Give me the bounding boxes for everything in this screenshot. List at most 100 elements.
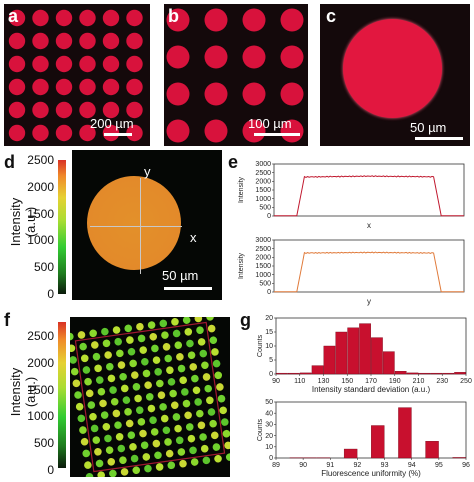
array-spot [140, 441, 149, 450]
array-spot [210, 431, 219, 440]
array-spot [186, 339, 195, 348]
array-spot [125, 419, 134, 428]
panel-f-image [70, 317, 230, 477]
array-spot [166, 366, 175, 375]
histogram-bar [344, 449, 357, 458]
y-tick-label: 50 [265, 399, 273, 406]
array-spot [214, 454, 223, 463]
histogram-bar [431, 373, 442, 374]
array-spot [196, 326, 205, 335]
y-tick-label: 20 [265, 433, 273, 440]
array-spot [99, 399, 108, 408]
array-spot [91, 341, 100, 350]
array-spot [182, 399, 191, 408]
colorbar-tick-label: 2000 [27, 356, 54, 370]
array-spot [142, 369, 151, 378]
array-spot [70, 344, 76, 353]
plot-frame [274, 240, 464, 292]
array-spot [214, 371, 223, 380]
array-spot [189, 446, 198, 455]
profile-line [274, 252, 464, 292]
histogram-bar [371, 426, 384, 458]
array-spot [159, 319, 168, 328]
array-spot [159, 403, 168, 412]
y-tick-label: 1000 [255, 272, 271, 279]
array-spot [174, 341, 183, 350]
x-tick-label: 210 [413, 378, 425, 385]
array-spot [74, 391, 83, 400]
y-axis-label: Counts [257, 334, 264, 357]
x-tick-label: 230 [436, 378, 448, 385]
colorbar-tick-label: 1500 [27, 383, 54, 397]
array-spot [80, 354, 89, 363]
x-tick-label: 91 [326, 462, 334, 469]
array-spot [224, 441, 230, 450]
array-spot [243, 9, 266, 32]
histogram-bar [348, 328, 359, 374]
array-spot [120, 468, 129, 477]
array-spot [147, 321, 156, 330]
y-tick-label: 15 [265, 329, 273, 336]
histogram-bar [443, 373, 454, 374]
array-spot [149, 416, 158, 425]
colorbar-tick-label: 2500 [27, 153, 54, 167]
array-spot [184, 328, 193, 337]
array-spot [32, 33, 48, 49]
array-spot [190, 458, 199, 467]
array-spot [164, 354, 173, 363]
plot-frame [274, 164, 464, 216]
histogram-bar [419, 373, 430, 374]
array-spot [177, 364, 186, 373]
array-spot [187, 434, 196, 443]
y-tick-label: 0 [267, 213, 271, 220]
array-spot [149, 332, 158, 341]
array-spot [97, 387, 106, 396]
array-spot [167, 83, 190, 106]
panel-c-large-spot [343, 19, 442, 118]
x-tick-label: 90 [299, 462, 307, 469]
panel-a: a 200 µm [4, 4, 150, 146]
y-tick-label: 10 [265, 444, 273, 451]
array-spot [141, 357, 150, 366]
array-spot [70, 367, 79, 376]
array-spot [130, 454, 139, 463]
array-spot [92, 352, 101, 361]
panel-d-image: y x 50 µm [72, 150, 222, 300]
array-spot [184, 411, 193, 420]
y-tick-label: 20 [265, 315, 273, 322]
array-spot [139, 346, 148, 355]
x-axis-label: Intensity standard deviation (a.u.) [312, 385, 431, 394]
array-spot [79, 426, 88, 435]
array-spot [162, 426, 171, 435]
array-spot [79, 79, 95, 95]
x-tick-label: 96 [462, 462, 470, 469]
array-spot [103, 79, 119, 95]
colorbar-tick-label: 1500 [27, 207, 54, 221]
array-spot [32, 56, 48, 72]
array-spot [154, 368, 163, 377]
x-tick-label: 190 [389, 378, 401, 385]
y-tick-label: 30 [265, 422, 273, 429]
array-spot [200, 444, 209, 453]
array-spot [185, 423, 194, 432]
x-tick-label: 170 [365, 378, 377, 385]
array-spot [152, 356, 161, 365]
array-spot [103, 33, 119, 49]
array-spot [139, 429, 148, 438]
array-spot [70, 332, 74, 341]
array-spot [243, 83, 266, 106]
array-spot [164, 438, 173, 447]
array-spot [126, 10, 142, 26]
array-spot [109, 386, 118, 395]
histogram-bar [276, 373, 287, 374]
array-spot [222, 429, 230, 438]
array-spot [129, 443, 138, 452]
array-spot [106, 362, 115, 371]
array-spot [32, 102, 48, 118]
array-spot [79, 56, 95, 72]
array-spot [144, 381, 153, 390]
